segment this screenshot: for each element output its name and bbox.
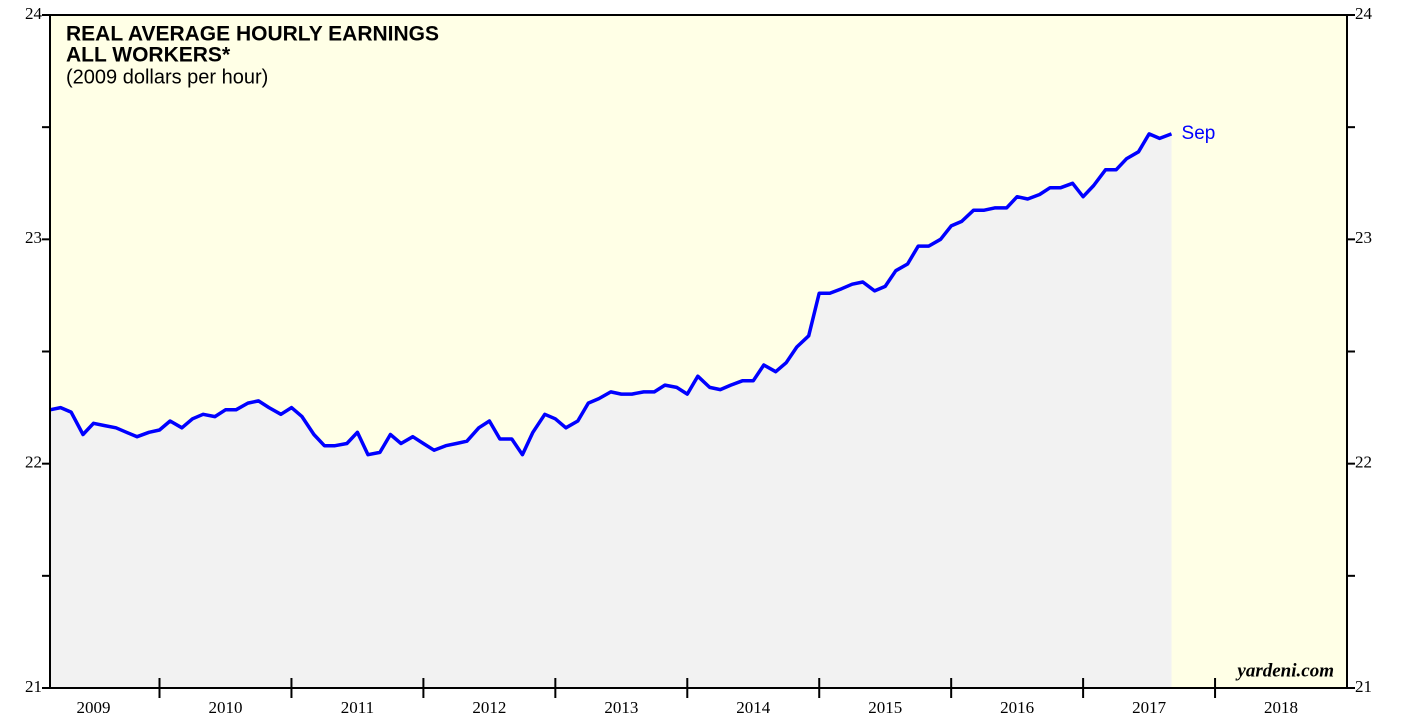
annotation: Sep bbox=[1182, 123, 1216, 144]
x-tick-label: 2016 bbox=[1000, 698, 1034, 717]
y2-tick-label: 23 bbox=[1355, 228, 1372, 247]
y2-tick-label: 21 bbox=[1355, 677, 1372, 696]
y-tick-label: 23 bbox=[25, 228, 42, 247]
source: yardeni.com bbox=[1235, 660, 1334, 681]
area bbox=[50, 133, 1172, 688]
chart-subtitle: (2009 dollars per hour) bbox=[66, 66, 268, 88]
chart-subtitle: ALL WORKERS* bbox=[66, 44, 231, 67]
y-tick-label: 22 bbox=[25, 453, 42, 472]
x-tick-label: 2010 bbox=[208, 698, 242, 717]
y2-tick-label: 22 bbox=[1355, 453, 1372, 472]
x-tick-label: 2017 bbox=[1132, 698, 1167, 717]
x-tick-label: 2015 bbox=[868, 698, 902, 717]
x-tick-label: 2018 bbox=[1264, 698, 1298, 717]
x-tick-label: 2014 bbox=[736, 698, 771, 717]
x-tick-label: 2012 bbox=[472, 698, 506, 717]
chart-title: REAL AVERAGE HOURLY EARNINGS bbox=[66, 23, 439, 46]
x-tick-label: 2009 bbox=[77, 698, 111, 717]
y-tick-label: 21 bbox=[25, 677, 42, 696]
x-tick-label: 2011 bbox=[341, 698, 374, 717]
y-tick-label: 24 bbox=[25, 4, 43, 23]
y2-tick-label: 24 bbox=[1355, 4, 1373, 23]
line bbox=[49, 132, 1173, 457]
x-tick-label: 2013 bbox=[604, 698, 638, 717]
